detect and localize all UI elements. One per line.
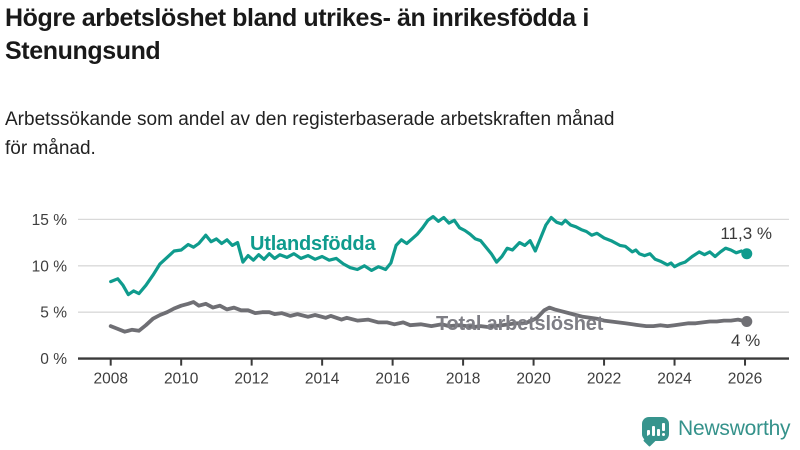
series-label-utlandsfodda: Utlandsfödda (250, 233, 376, 255)
series-end-dot (741, 248, 753, 260)
newsworthy-logo: Newsworthy (642, 417, 791, 441)
x-axis-tick-label: 2026 (728, 371, 762, 388)
x-axis-tick-label: 2024 (657, 371, 692, 388)
exclamation-glyph (661, 423, 665, 436)
y-axis-tick-label: 0 % (40, 351, 67, 368)
chart-title: Högre arbetslöshet bland utrikes- än inr… (5, 4, 589, 65)
end-value-label-utlandsfodda: 11,3 % (720, 224, 772, 243)
x-axis-tick-label: 2008 (93, 371, 127, 388)
x-axis-tick-label: 2020 (516, 371, 551, 388)
x-axis-tick-label: 2010 (164, 371, 199, 388)
series-line-utlandsfodda (109, 215, 749, 297)
x-axis-tick-label: 2022 (587, 371, 621, 388)
x-axis-tick-label: 2018 (446, 371, 480, 388)
x-axis-tick-label: 2016 (375, 371, 409, 388)
newsworthy-logo-text: Newsworthy (678, 417, 791, 440)
end-value-label-total-arbetsloshet: 4 % (731, 331, 761, 350)
series-end-dot (741, 315, 753, 327)
y-axis-tick-label: 15 % (32, 212, 68, 229)
y-axis-tick-label: 10 % (32, 258, 68, 275)
x-axis-tick-label: 2014 (305, 371, 340, 388)
newsworthy-speech-bubble-bar-chart-icon (642, 417, 669, 441)
series-label-total-arbetsloshet: Total arbetslöshet (436, 313, 604, 335)
y-axis-tick-label: 5 % (40, 305, 67, 322)
series-line-total-arbetsloshet (108, 300, 749, 334)
bar-chart-glyph (642, 417, 669, 436)
chart-subtitle: Arbetssökande som andel av den registerb… (5, 109, 615, 159)
x-axis-tick-label: 2012 (234, 371, 268, 388)
